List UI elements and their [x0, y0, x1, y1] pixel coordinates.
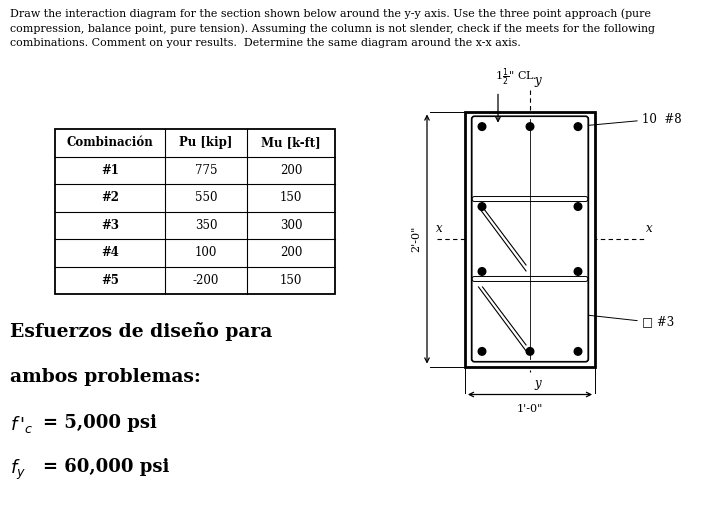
- Text: 1'-0": 1'-0": [517, 403, 543, 413]
- Text: Pu [kip]: Pu [kip]: [179, 136, 232, 149]
- Circle shape: [526, 123, 534, 130]
- Text: 350: 350: [194, 219, 217, 232]
- Text: 2'-0": 2'-0": [411, 226, 421, 252]
- Circle shape: [574, 123, 582, 130]
- Circle shape: [574, 203, 582, 210]
- Text: 775: 775: [194, 164, 217, 177]
- Text: #5: #5: [101, 274, 119, 287]
- Text: 200: 200: [280, 164, 302, 177]
- Text: = 5,000 psi: = 5,000 psi: [43, 414, 157, 432]
- Text: = 60,000 psi: = 60,000 psi: [43, 458, 169, 476]
- Text: ambos problemas:: ambos problemas:: [10, 368, 201, 386]
- Text: 1$\frac{1}{2}$" CL.: 1$\frac{1}{2}$" CL.: [495, 66, 538, 88]
- Bar: [465, 112, 595, 366]
- Text: #1: #1: [101, 164, 119, 177]
- Circle shape: [478, 268, 485, 275]
- Bar: [55, 129, 335, 294]
- Text: x: x: [435, 222, 443, 235]
- Text: #3: #3: [101, 219, 119, 232]
- Text: Combinación: Combinación: [66, 136, 154, 149]
- Text: $f\,'_c$: $f\,'_c$: [10, 414, 33, 435]
- Text: x: x: [646, 222, 652, 235]
- Text: $f_y$: $f_y$: [10, 458, 26, 482]
- FancyBboxPatch shape: [471, 116, 588, 362]
- Text: 300: 300: [280, 219, 302, 232]
- Text: Draw the interaction diagram for the section shown below around the y-y axis. Us: Draw the interaction diagram for the sec…: [10, 8, 651, 18]
- Text: 550: 550: [194, 191, 217, 204]
- Text: #4: #4: [101, 246, 119, 259]
- Circle shape: [478, 347, 485, 355]
- Text: y: y: [534, 73, 541, 86]
- Text: □ #3: □ #3: [642, 315, 674, 329]
- Text: Mu [k-ft]: Mu [k-ft]: [261, 136, 321, 149]
- Circle shape: [478, 123, 485, 130]
- Text: y: y: [534, 377, 541, 389]
- Text: 150: 150: [280, 274, 302, 287]
- Text: -200: -200: [193, 274, 220, 287]
- Circle shape: [478, 203, 485, 210]
- Text: Esfuerzos de diseño para: Esfuerzos de diseño para: [10, 322, 272, 341]
- Circle shape: [574, 268, 582, 275]
- Circle shape: [526, 347, 534, 355]
- Text: #2: #2: [101, 191, 119, 204]
- Text: 10  #8: 10 #8: [642, 113, 681, 126]
- Circle shape: [574, 347, 582, 355]
- Text: 200: 200: [280, 246, 302, 259]
- Text: combinations. Comment on your results.  Determine the same diagram around the x-: combinations. Comment on your results. D…: [10, 38, 521, 48]
- Text: 150: 150: [280, 191, 302, 204]
- Text: 100: 100: [194, 246, 217, 259]
- Text: compression, balance point, pure tension). Assuming the column is not slender, c: compression, balance point, pure tension…: [10, 23, 655, 34]
